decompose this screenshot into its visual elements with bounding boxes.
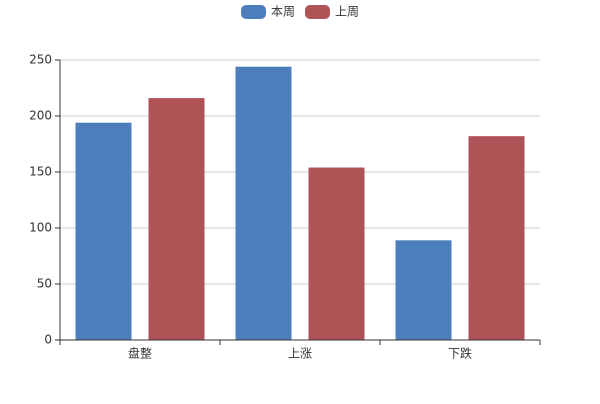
- y-tick-label: 50: [37, 277, 52, 291]
- bar: [468, 136, 525, 340]
- y-tick-label: 250: [29, 53, 52, 67]
- bar: [395, 240, 452, 340]
- legend-label: 本周: [271, 5, 295, 19]
- bar: [75, 122, 132, 340]
- y-tick-label: 0: [44, 333, 52, 347]
- legend-label: 上周: [335, 5, 359, 19]
- bar: [148, 98, 205, 340]
- x-tick-label: 上涨: [288, 346, 312, 361]
- y-tick-label: 200: [29, 109, 52, 123]
- y-tick-label: 100: [29, 221, 52, 235]
- legend-swatch: [305, 5, 330, 19]
- y-tick-label: 150: [29, 165, 52, 179]
- legend-swatch: [241, 5, 266, 19]
- bar: [308, 167, 365, 340]
- x-tick-label: 盘整: [128, 346, 152, 361]
- bar: [235, 66, 292, 340]
- x-tick-label: 下跌: [448, 346, 472, 361]
